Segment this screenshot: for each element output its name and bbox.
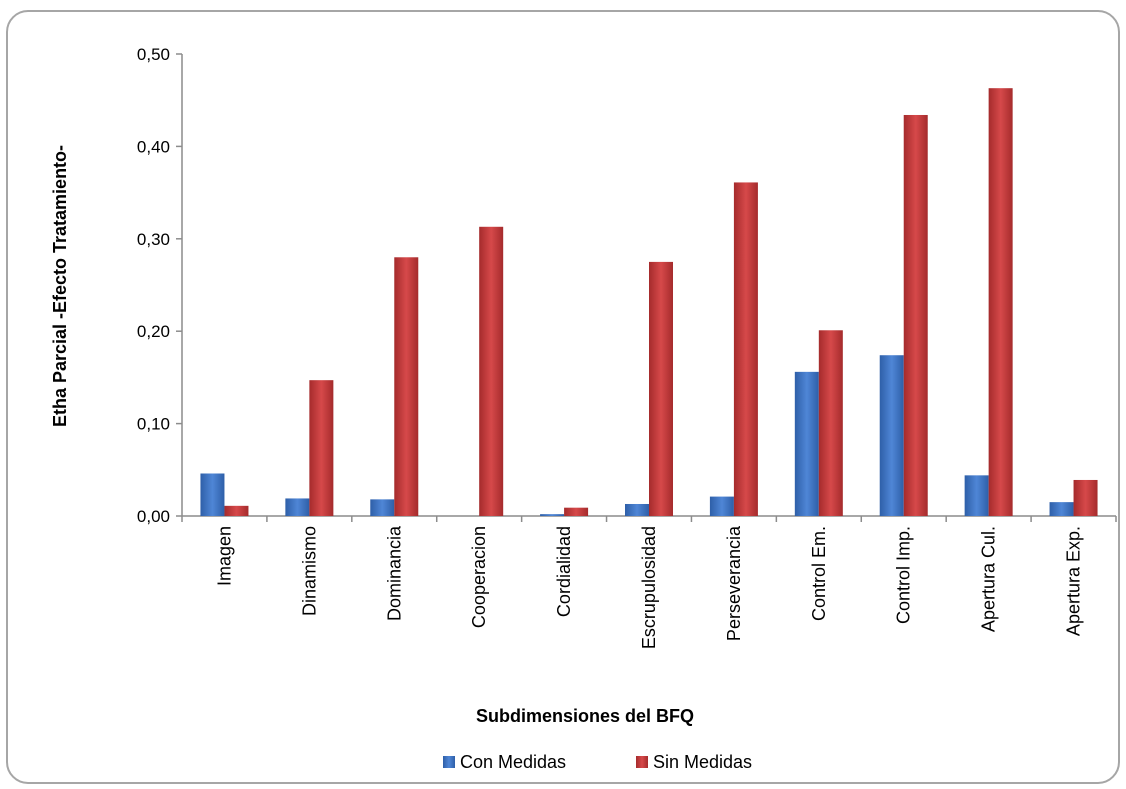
legend-swatch	[443, 756, 455, 768]
bar-sin-medidas	[479, 226, 504, 516]
bar-sin-medidas	[309, 380, 334, 516]
bar-con-medidas	[370, 499, 395, 516]
bar-sin-medidas	[564, 507, 589, 516]
chart-frame	[6, 10, 1120, 784]
bar-con-medidas	[625, 503, 649, 516]
bar-con-medidas	[200, 473, 225, 516]
bars	[200, 88, 1098, 517]
y-tick-label: 0,40	[137, 137, 170, 156]
x-category-label: Escrupulosidad	[639, 526, 659, 649]
legend-label: Sin Medidas	[653, 752, 752, 772]
bar-con-medidas	[285, 498, 310, 516]
x-category-label: Control Em.	[809, 526, 829, 621]
x-axis-title: Subdimensiones del BFQ	[476, 706, 694, 726]
x-category-label: Apertura Exp.	[1064, 526, 1084, 636]
bar-sin-medidas	[649, 261, 673, 516]
bar-con-medidas	[1049, 502, 1074, 516]
bar-con-medidas	[709, 496, 734, 516]
x-category-label: Perseverancia	[724, 525, 744, 641]
x-category-label: Dominancia	[384, 525, 404, 621]
legend: Con Medidas Sin Medidas	[443, 752, 752, 772]
x-category-label: Imagen	[214, 526, 234, 586]
y-axis-title: Etha Parcial -Efecto Tratamiento-	[50, 145, 70, 427]
legend-label: Con Medidas	[460, 752, 566, 772]
x-category-label: Control Imp.	[894, 526, 914, 624]
x-category-label: Cooperacion	[469, 526, 489, 628]
bar-sin-medidas	[1073, 479, 1098, 516]
bar-sin-medidas	[988, 88, 1013, 517]
bar-con-medidas	[964, 475, 989, 516]
y-tick-label: 0,00	[137, 507, 170, 526]
legend-swatch	[636, 756, 648, 768]
bar-sin-medidas	[394, 257, 419, 516]
bar-sin-medidas	[818, 330, 843, 516]
y-tick-label: 0,50	[137, 45, 170, 64]
x-category-label: Dinamismo	[299, 526, 319, 616]
y-tick-label: 0,20	[137, 322, 170, 341]
bar-sin-medidas	[903, 114, 928, 516]
x-category-label: Cordialidad	[554, 526, 574, 617]
x-axis: Imagen Dinamismo Dominancia Cooperacion Cord…	[181, 515, 1117, 649]
bar-sin-medidas	[733, 182, 758, 516]
y-tick-label: 0,10	[137, 415, 170, 434]
bar-sin-medidas	[224, 505, 249, 516]
y-tick-label: 0,30	[137, 230, 170, 249]
x-category-label: Apertura Cul.	[979, 526, 999, 632]
bar-con-medidas	[794, 371, 819, 516]
bar-con-medidas	[879, 355, 904, 516]
y-axis: 0,00 0,10 0,20 0,30 0,40 0,50	[137, 45, 183, 526]
bar-con-medidas	[540, 514, 565, 516]
